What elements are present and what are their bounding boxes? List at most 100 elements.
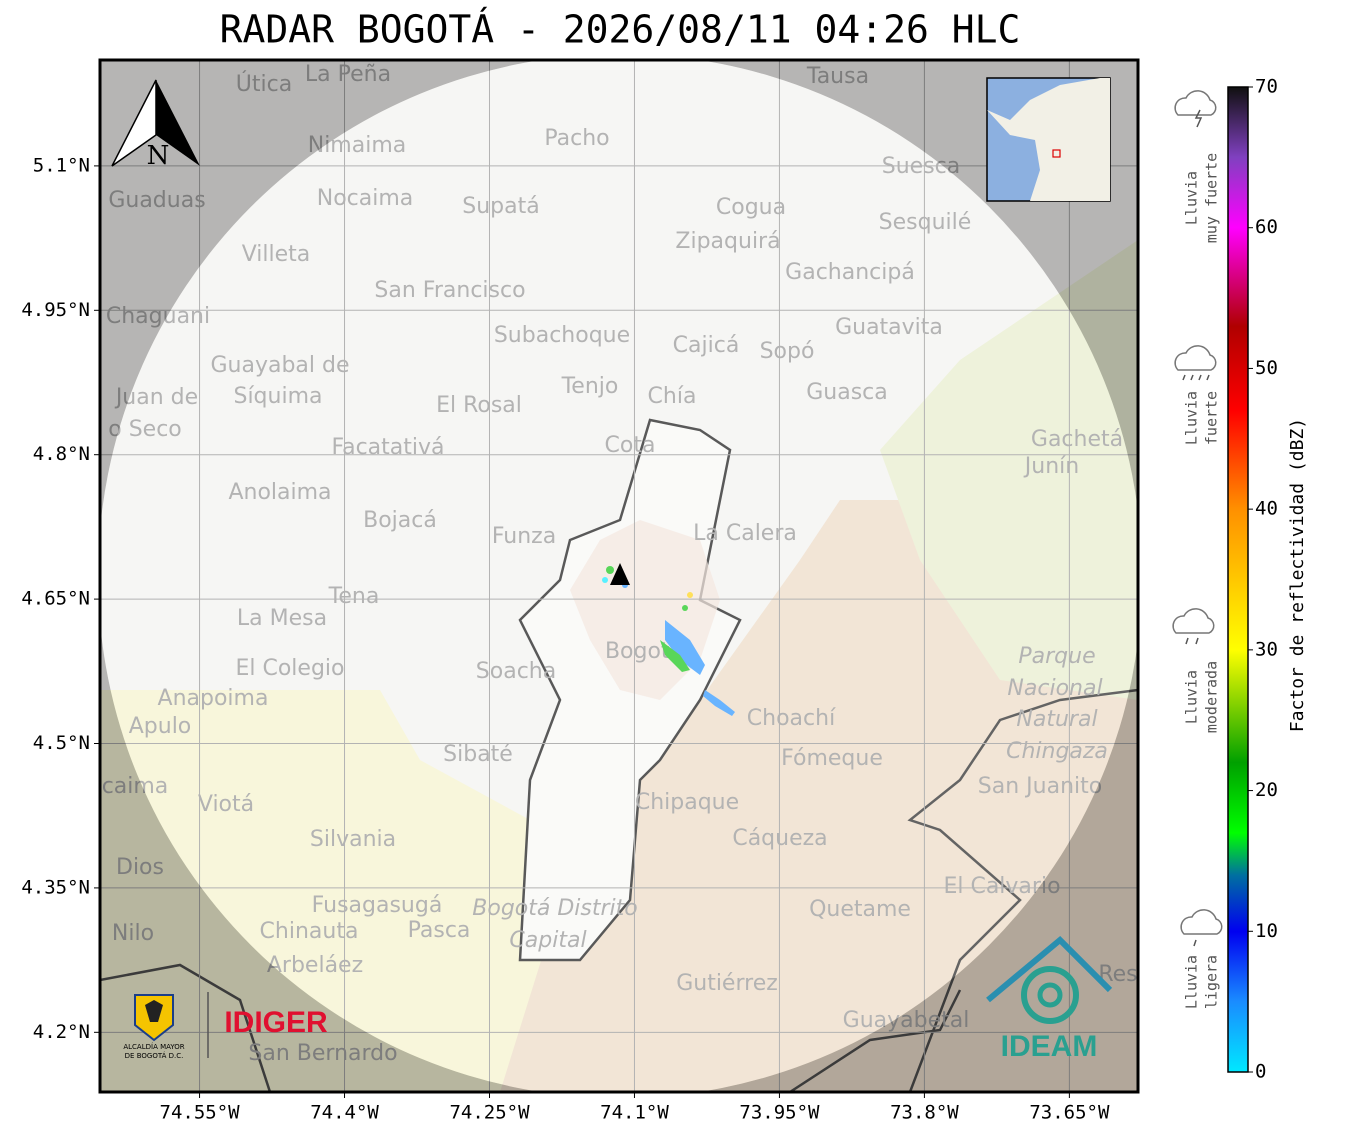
place-label: Zipaquirá [675, 229, 780, 254]
colorbar-tick-label: 60 [1255, 216, 1278, 238]
place-label: Nilo [112, 921, 154, 946]
place-label: Síquima [233, 384, 322, 409]
inset-map [986, 77, 1111, 202]
place-label: Gutiérrez [676, 971, 778, 996]
place-label: Guaduas [108, 188, 205, 213]
colorbar-tick-label: 0 [1255, 1061, 1266, 1083]
place-label: Villeta [242, 242, 311, 267]
place-label: El Rosal [436, 393, 522, 418]
place-label: Nacional [1007, 676, 1102, 701]
place-label: Quetame [809, 897, 911, 922]
place-label: Cáqueza [732, 826, 827, 851]
place-label: Bojacá [363, 508, 437, 533]
place-label: Pacho [544, 126, 609, 151]
colorbar: 0 10 20 30 40 50 60 70 Factor de reflectividad (… [1172, 76, 1308, 1083]
place-label: Tena [328, 584, 380, 609]
department-border [100, 963, 272, 1092]
place-label: Guayabetal [843, 1008, 970, 1033]
place-label: Apulo [129, 714, 192, 739]
place-label: Tenjo [561, 374, 619, 399]
place-label: Dios [116, 855, 164, 880]
colorbar-tick-label: 30 [1255, 638, 1278, 660]
place-label: Natural [1016, 707, 1097, 732]
ideam-logo: IDEAM [986, 935, 1113, 1063]
title: RADAR BOGOTÁ - 2026/08/11 04:26 HLC [220, 8, 1021, 52]
place-label: El Colegio [235, 656, 344, 681]
place-label: Sopó [760, 339, 815, 364]
rain-icons [1172, 90, 1223, 947]
place-label: Útica [236, 71, 292, 97]
place-label: Chía [648, 384, 697, 409]
colorbar-tick-label: 40 [1255, 498, 1278, 520]
place-label: Tausa [806, 64, 869, 89]
colorbar-tick-label: 20 [1255, 779, 1278, 801]
north-label: N [147, 141, 170, 171]
x-tick-label: 73.8°W [890, 1102, 959, 1124]
colorbar-tick-label: 10 [1255, 920, 1278, 942]
place-label: Chaguani [106, 304, 210, 329]
place-label: caima [102, 774, 169, 799]
place-label: Subachoque [494, 323, 630, 348]
land-park [880, 240, 1138, 700]
department-border [789, 989, 962, 1092]
land-lowland [100, 690, 640, 1092]
place-label: Arbeláez [267, 953, 363, 978]
x-tick-label: 74.55°W [160, 1102, 241, 1124]
place-label: Suesca [882, 154, 960, 179]
colorbar-tick-label: 50 [1255, 357, 1278, 379]
y-tick-label: 4.8°N [33, 443, 90, 465]
department-border [907, 688, 1138, 1092]
radar-echoes [602, 566, 735, 716]
place-label: Cogua [716, 195, 786, 220]
place-label: Nimaima [308, 133, 407, 158]
idiger-logo: IDIGER [224, 1006, 328, 1039]
y-tick-label: 4.35°N [21, 876, 90, 898]
rain-level-label: Lluvia [1183, 391, 1201, 445]
x-tick-label: 74.1°W [600, 1102, 669, 1124]
rain-level-label: Lluvia [1183, 670, 1201, 724]
colorbar-label: Factor de reflectividad (dBZ) [1287, 418, 1308, 732]
place-label: Chipaque [635, 790, 739, 815]
place-label: Guayabal de [210, 353, 349, 378]
place-label: Cota [605, 433, 656, 458]
x-tick-label: 74.4°W [310, 1102, 379, 1124]
place-label: Nocaima [317, 186, 414, 211]
place-label: Chinauta [260, 919, 359, 944]
place-label: Juan de [114, 385, 198, 410]
place-label: Pasca [408, 918, 471, 943]
place-label: Sesquilé [879, 210, 972, 235]
north-arrow: N [111, 79, 200, 171]
rain-level-label: Lluvia [1183, 171, 1201, 225]
y-tick-label: 5.1°N [33, 154, 90, 176]
logo-text: DE BOGOTÁ D.C. [125, 1051, 184, 1060]
place-label: La Peña [305, 62, 391, 87]
colorbar-tick-label: 70 [1255, 76, 1278, 98]
x-tick-label: 74.25°W [449, 1102, 530, 1124]
place-label: Fómeque [781, 746, 883, 771]
place-label: Choachí [747, 706, 836, 731]
map-frame [98, 58, 1140, 1094]
place-label: Capital [509, 928, 586, 953]
place-label: Parque [1018, 644, 1095, 669]
place-label: Gachetá [1031, 427, 1123, 452]
place-label: Gachancipá [785, 260, 915, 285]
alcaldia-logo: ALCALDÍA MAYOR DE BOGOTÁ D.C. IDIGER [123, 992, 328, 1060]
radar-site [610, 563, 630, 585]
ideam-text: IDEAM [1001, 1030, 1098, 1063]
place-label: Guatavita [835, 315, 943, 340]
axis-ticks: 74.55°W 74.4°W 74.25°W 74.1°W 73.95°W 73.8°W 7… [21, 154, 1110, 1123]
place-label: Guasca [806, 380, 888, 405]
place-label: El Calvario [943, 874, 1060, 899]
y-tick-label: 4.95°N [21, 299, 90, 321]
place-label: La Mesa [237, 606, 327, 631]
y-tick-label: 4.5°N [33, 732, 90, 754]
place-label: San Bernardo [248, 1041, 397, 1066]
rain-level-label: muy fuerte [1203, 153, 1221, 243]
place-label: Viotá [198, 792, 254, 817]
y-tick-label: 4.65°N [21, 588, 90, 610]
x-tick-label: 73.65°W [1029, 1102, 1110, 1124]
y-tick-label: 4.2°N [33, 1021, 90, 1043]
place-label: Cajicá [673, 333, 740, 358]
rain-level-label: fuerte [1203, 391, 1221, 445]
